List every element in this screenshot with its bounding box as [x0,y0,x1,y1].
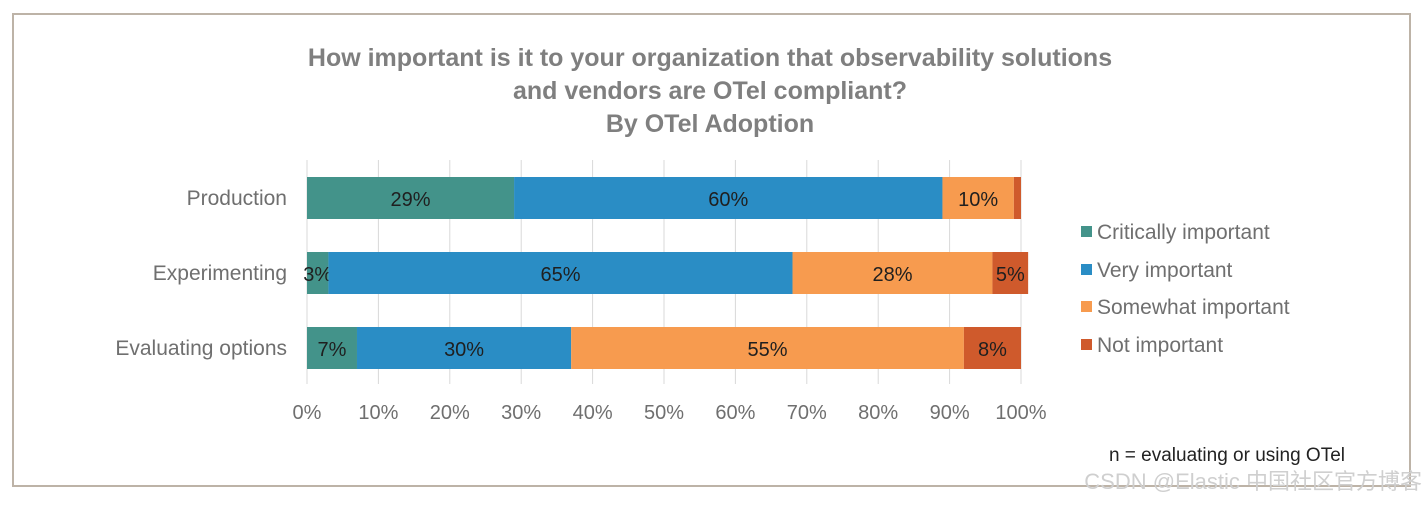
bars: 29% 60% 10% 3% 65% 28% 5% 7% 30% 55% 8% [303,177,1029,369]
category-label: Evaluating options [115,337,287,360]
chart-title: How important is it to your organization… [308,44,1112,138]
bar-segment [514,177,943,219]
data-label: 29% [391,189,431,211]
bar-segment [328,252,793,294]
data-label: 10% [958,189,998,211]
chart-title-line-2: and vendors are OTel compliant? [513,77,907,105]
bar-segment [942,177,1014,219]
x-tick-label: 50% [644,402,684,424]
legend-swatch [1081,226,1092,237]
legend-label: Not important [1097,334,1223,357]
category-label: Experimenting [153,262,287,285]
x-tick-label: 90% [930,402,970,424]
legend-label: Somewhat important [1097,296,1290,319]
data-label: 7% [318,339,347,361]
x-tick-label: 10% [358,402,398,424]
x-tick-label: 100% [995,402,1046,424]
bar-segment [307,252,329,294]
bar-segment [307,327,357,369]
x-tick-label: 80% [858,402,898,424]
bar-segment [1013,177,1021,219]
category-labels: Production Experimenting Evaluating option… [115,187,287,360]
x-tick-label: 40% [573,402,613,424]
legend-label: Critically important [1097,221,1270,244]
data-label: 3% [303,264,332,286]
x-tick-label: 70% [787,402,827,424]
x-axis-ticks: 0% 10% 20% 30% 40% 50% 60% 70% 80% 90% 100% [293,402,1047,424]
chart-title-line-1: How important is it to your organization… [308,44,1112,72]
x-tick-label: 60% [715,402,755,424]
bar-segment [356,327,572,369]
watermark: CSDN @Elastic 中国社区官方博客 [1084,469,1422,494]
chart-title-line-3: By OTel Adoption [606,110,814,138]
sample-note: n = evaluating or using OTel [1109,445,1345,466]
bar-segment [963,327,1021,369]
x-tick-label: 0% [293,402,322,424]
chart-frame [12,13,1411,487]
data-label: 65% [540,264,580,286]
data-label: 8% [978,339,1007,361]
data-label: 28% [872,264,912,286]
legend: Critically important Very important Somewh… [1081,221,1290,357]
data-label: 5% [996,264,1025,286]
legend-label: Very important [1097,259,1233,282]
legend-swatch [1081,301,1092,312]
legend-swatch [1081,339,1092,350]
bar-segment [307,177,515,219]
x-tick-label: 30% [501,402,541,424]
bar-segment [571,327,964,369]
data-label: 60% [708,189,748,211]
category-label: Production [187,187,287,210]
bar-segment [792,252,993,294]
data-label: 30% [444,339,484,361]
bar-segment [992,252,1029,294]
x-tick-label: 20% [430,402,470,424]
data-label: 55% [748,339,788,361]
legend-swatch [1081,264,1092,275]
